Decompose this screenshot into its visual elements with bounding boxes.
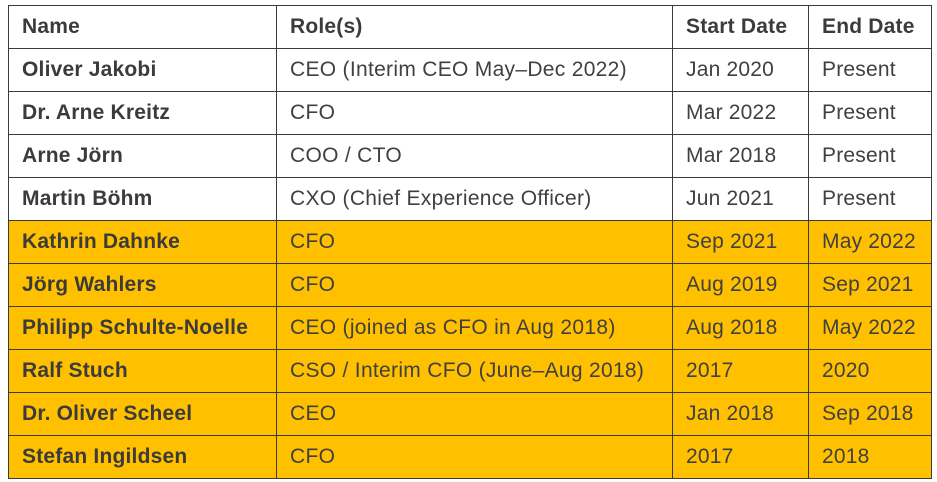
table-row: Dr. Arne Kreitz CFO Mar 2022 Present — [8, 91, 932, 135]
table-row: Kathrin Dahnke CFO Sep 2021 May 2022 — [8, 220, 932, 264]
cell-end-date: May 2022 — [808, 306, 932, 350]
cell-name: Stefan Ingildsen — [8, 435, 277, 479]
cell-role: CXO (Chief Experience Officer) — [276, 177, 673, 221]
table-body: Oliver Jakobi CEO (Interim CEO May–Dec 20… — [8, 48, 932, 479]
cell-start-date: Mar 2022 — [672, 91, 809, 135]
cell-start-date: Aug 2018 — [672, 306, 809, 350]
table-row: Jörg Wahlers CFO Aug 2019 Sep 2021 — [8, 263, 932, 307]
cell-role: CFO — [276, 263, 673, 307]
cell-name: Oliver Jakobi — [8, 48, 277, 92]
cell-role: CEO (joined as CFO in Aug 2018) — [276, 306, 673, 350]
cell-end-date: Sep 2018 — [808, 392, 932, 436]
table-row: Dr. Oliver Scheel CEO Jan 2018 Sep 2018 — [8, 392, 932, 436]
cell-start-date: Jun 2021 — [672, 177, 809, 221]
cell-name: Kathrin Dahnke — [8, 220, 277, 264]
cell-start-date: 2017 — [672, 349, 809, 393]
cell-end-date: May 2022 — [808, 220, 932, 264]
table-row: Stefan Ingildsen CFO 2017 2018 — [8, 435, 932, 479]
cell-role: COO / CTO — [276, 134, 673, 178]
cell-start-date: Mar 2018 — [672, 134, 809, 178]
cell-end-date: Sep 2021 — [808, 263, 932, 307]
cell-end-date: Present — [808, 134, 932, 178]
cell-end-date: 2020 — [808, 349, 932, 393]
cell-name: Dr. Arne Kreitz — [8, 91, 277, 135]
cell-end-date: Present — [808, 91, 932, 135]
header-name: Name — [8, 5, 277, 49]
cell-role: CSO / Interim CFO (June–Aug 2018) — [276, 349, 673, 393]
cell-end-date: Present — [808, 177, 932, 221]
cell-name: Jörg Wahlers — [8, 263, 277, 307]
cell-start-date: 2017 — [672, 435, 809, 479]
table-row: Oliver Jakobi CEO (Interim CEO May–Dec 20… — [8, 48, 932, 92]
cell-start-date: Jan 2018 — [672, 392, 809, 436]
cell-end-date: Present — [808, 48, 932, 92]
cell-role: CFO — [276, 435, 673, 479]
cell-start-date: Jan 2020 — [672, 48, 809, 92]
cell-start-date: Aug 2019 — [672, 263, 809, 307]
header-roles: Role(s) — [276, 5, 673, 49]
cell-name: Philipp Schulte-Noelle — [8, 306, 277, 350]
table-row: Martin Böhm CXO (Chief Experience Officer… — [8, 177, 932, 221]
table-row: Arne Jörn COO / CTO Mar 2018 Present — [8, 134, 932, 178]
cell-role: CFO — [276, 220, 673, 264]
cell-name: Martin Böhm — [8, 177, 277, 221]
cell-start-date: Sep 2021 — [672, 220, 809, 264]
cell-end-date: 2018 — [808, 435, 932, 479]
header-end-date: End Date — [808, 5, 932, 49]
cell-role: CEO — [276, 392, 673, 436]
header-start-date: Start Date — [672, 5, 809, 49]
cell-name: Ralf Stuch — [8, 349, 277, 393]
table-header: Name Role(s) Start Date End Date — [8, 5, 932, 49]
cell-name: Arne Jörn — [8, 134, 277, 178]
cell-name: Dr. Oliver Scheel — [8, 392, 277, 436]
cell-role: CFO — [276, 91, 673, 135]
table-row: Philipp Schulte-Noelle CEO (joined as CFO… — [8, 306, 932, 350]
cell-role: CEO (Interim CEO May–Dec 2022) — [276, 48, 673, 92]
executives-table: Name Role(s) Start Date End Date Oliver … — [8, 5, 932, 479]
table-row: Ralf Stuch CSO / Interim CFO (June–Aug 20… — [8, 349, 932, 393]
header-row: Name Role(s) Start Date End Date — [8, 5, 932, 49]
